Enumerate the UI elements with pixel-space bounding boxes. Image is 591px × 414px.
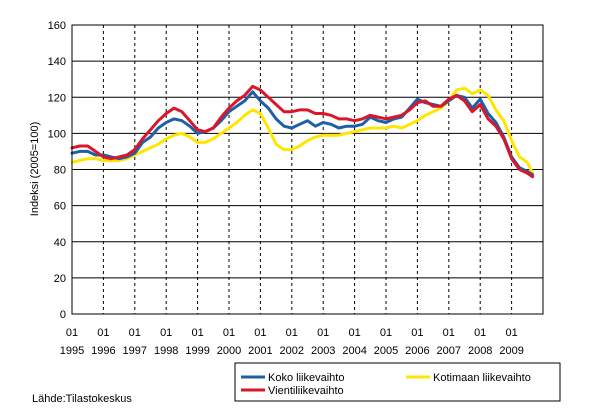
- y-tick-label: 40: [54, 237, 66, 249]
- x-tick-year-label: 2003: [311, 345, 335, 357]
- legend-label-koko: Koko liikevaihto: [268, 372, 344, 384]
- x-tick-year-label: 2007: [437, 345, 461, 357]
- x-tick-month-label: 01: [97, 327, 109, 339]
- y-tick-label: 160: [48, 20, 66, 32]
- plot-border: [71, 24, 544, 315]
- x-tick-year-label: 2005: [374, 345, 398, 357]
- x-tick-month-label: 01: [223, 327, 235, 339]
- x-tick-month-label: 01: [66, 327, 78, 339]
- x-tick-year-label: 2004: [342, 345, 366, 357]
- series-layer: [70, 84, 535, 179]
- x-tick-year-label: 1995: [60, 345, 84, 357]
- x-tick-month-label: 01: [286, 327, 298, 339]
- x-tick-month-label: 01: [191, 327, 203, 339]
- x-tick-month-label: 01: [411, 327, 423, 339]
- axis-layer: 0 20 40 60 80 100 120 140 160 01 1995 01 1997 01 1999 0…: [48, 20, 544, 357]
- x-tick-year-label: 1999: [185, 345, 209, 357]
- series-line-2: [70, 84, 535, 179]
- x-tick-year-label: 1998: [154, 345, 178, 357]
- x-tick-month-label: 01: [254, 327, 266, 339]
- x-tick-month-label: 01: [505, 327, 517, 339]
- x-tick-month-label: 01: [380, 327, 392, 339]
- x-tick-year-label: 1996: [91, 345, 115, 357]
- y-tick-label: 100: [48, 128, 66, 140]
- y-tick-label: 0: [60, 309, 66, 321]
- legend: Koko liikevaihto Kotimaan liikevaihto Vi…: [234, 362, 561, 402]
- x-tick-year-label: 2001: [248, 345, 272, 357]
- y-tick-label: 120: [48, 92, 66, 104]
- x-tick-year-label: 2002: [280, 345, 304, 357]
- grid-layer: [71, 24, 544, 315]
- x-tick-month-label: 01: [129, 327, 141, 339]
- x-tick-month-label: 01: [317, 327, 329, 339]
- legend-label-vienti: Vientiliikevaihto: [268, 385, 344, 397]
- x-tick-month-label: 01: [160, 327, 172, 339]
- series-line-1: [70, 86, 535, 175]
- y-tick-label: 20: [54, 273, 66, 285]
- x-tick-year-label: 2006: [405, 345, 429, 357]
- x-tick-month-label: 01: [443, 327, 455, 339]
- x-tick-year-label: 1997: [123, 345, 147, 357]
- x-tick-month-label: 01: [348, 327, 360, 339]
- x-tick-year-label: 2008: [468, 345, 492, 357]
- y-tick-label: 140: [48, 56, 66, 68]
- source-note: Lähde:Tilastokeskus: [32, 393, 132, 405]
- x-tick-month-label: 01: [474, 327, 486, 339]
- legend-label-kotimaan: Kotimaan liikevaihto: [433, 372, 531, 384]
- x-tick-year-label: 2000: [217, 345, 241, 357]
- legend-box: [234, 362, 561, 402]
- y-tick-label: 80: [54, 165, 66, 177]
- x-tick-year-label: 2009: [499, 345, 523, 357]
- y-axis-title: Indeksi (2005=100): [29, 122, 41, 216]
- y-tick-label: 60: [54, 201, 66, 213]
